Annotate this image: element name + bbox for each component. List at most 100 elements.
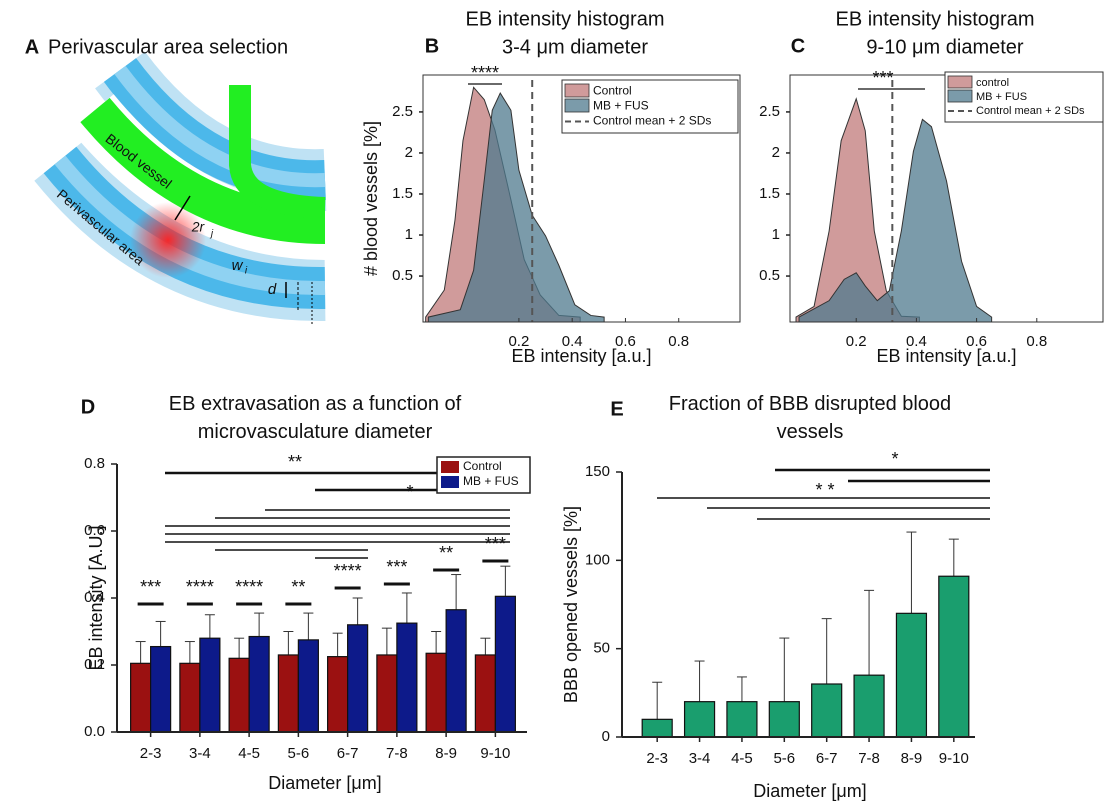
x-tick-label: 2-3 [140,745,162,762]
chart-subtitle: 9-10 μm diameter [866,36,1023,58]
blood-vessel-branch [229,85,326,219]
x-axis-label: EB intensity [a.u.] [876,346,1016,366]
panel-letter: B [425,35,439,57]
chart-title: EB intensity histogram [836,8,1035,30]
gap-sub: i [245,266,248,277]
significance: **** [334,561,362,581]
bar [683,701,716,738]
chart-title: EB extravasation as a function of microv… [168,393,462,443]
radius-arrow [174,195,191,221]
x-tick-label: 9-10 [939,750,969,767]
panel-title: Perivascular area selection [48,36,288,58]
significance: * * [815,480,834,500]
x-tick-label: 4-5 [731,750,753,767]
gap-label: w [232,257,244,274]
legend-label: MB + FUS [463,474,519,488]
x-tick-label: 3-4 [189,745,211,762]
significance: **** [471,63,499,83]
x-tick-label: 0.4 [906,333,927,350]
x-axis-label: Diameter [μm] [753,781,866,801]
y-tick-label: 0.0 [84,723,105,740]
y-tick-label: 0.5 [759,267,780,284]
significance: *** [386,557,407,577]
blood-vessel [80,97,326,244]
chart-title: EB intensity histogram [466,8,665,30]
bar [768,701,800,738]
y-tick-label: 2 [772,144,780,161]
significance: *** [872,68,893,88]
y-tick-label: 2 [405,144,413,161]
bar [811,683,843,738]
x-tick-label: 8-9 [435,745,457,762]
x-tick-label: 0.6 [615,333,636,350]
panel-letter: E [610,398,623,420]
y-tick-label: 0.2 [84,656,105,673]
legend-label: Control mean + 2 SDs [593,114,711,128]
significance: * [406,482,413,502]
bar [248,635,270,733]
y-tick-label: 150 [585,463,610,480]
x-tick-label: 8-9 [901,750,923,767]
significance: **** [235,577,263,597]
legend-swatch [947,75,973,89]
x-tick-label: 2-3 [646,750,668,767]
radius-sub: j [209,229,214,240]
bar [938,575,970,738]
bar [396,622,418,733]
x-tick-label: 7-8 [858,750,880,767]
y-tick-label: 0 [602,728,610,745]
x-tick-label: 0.4 [562,333,583,350]
bar [853,674,885,738]
density-area [798,118,993,323]
legend-box [561,79,739,134]
bar [895,612,928,738]
x-tick-label: 0.6 [966,333,987,350]
x-tick-label: 4-5 [238,745,260,762]
panel-letter: A [25,36,39,58]
y-axis-label: EB intensity [A.U.] [86,525,106,670]
density-area [427,92,605,323]
bar [445,609,467,733]
x-tick-label: 9-10 [480,745,510,762]
legend-swatch [564,98,590,113]
legend-label: Control mean + 2 SDs [976,105,1085,117]
x-tick-label: 6-7 [337,745,359,762]
x-tick-label: 5-6 [773,750,795,767]
bar [425,652,447,733]
plot-frame [422,74,741,323]
x-tick-label: 0.8 [1026,333,1047,350]
legend-swatch [564,83,590,98]
x-axis-label: Diameter [μm] [268,773,381,793]
x-tick-label: 3-4 [689,750,711,767]
x-tick-label: 0.2 [846,333,867,350]
legend-label: Control [463,459,502,473]
x-tick-label: 0.8 [668,333,689,350]
y-tick-label: 1 [405,226,413,243]
significance: * [891,449,898,469]
bar [277,654,299,733]
chart-title: Fraction of BBB disrupted blood vessels [668,393,952,443]
bar [726,701,758,738]
y-axis-label: # blood vessels [%] [361,121,381,276]
bar [494,595,516,733]
bar [228,657,250,733]
significance: **** [186,577,214,597]
panel-letter: C [791,35,805,57]
y-tick-label: 1.5 [759,185,780,202]
y-tick-label: 2.5 [392,103,413,120]
y-tick-label: 1.5 [392,185,413,202]
legend-label: control [976,77,1009,89]
y-tick-label: 0.5 [392,267,413,284]
bar [347,624,369,733]
y-tick-label: 0.6 [84,522,105,539]
y-tick-label: 2.5 [759,103,780,120]
legend-label: MB + FUS [593,99,649,113]
legend-label: MB + FUS [976,91,1027,103]
bar [376,654,398,733]
bar [199,637,221,733]
chart-subtitle: 3-4 μm diameter [502,36,648,58]
legend-label: Control [593,84,632,98]
bar [150,645,172,733]
